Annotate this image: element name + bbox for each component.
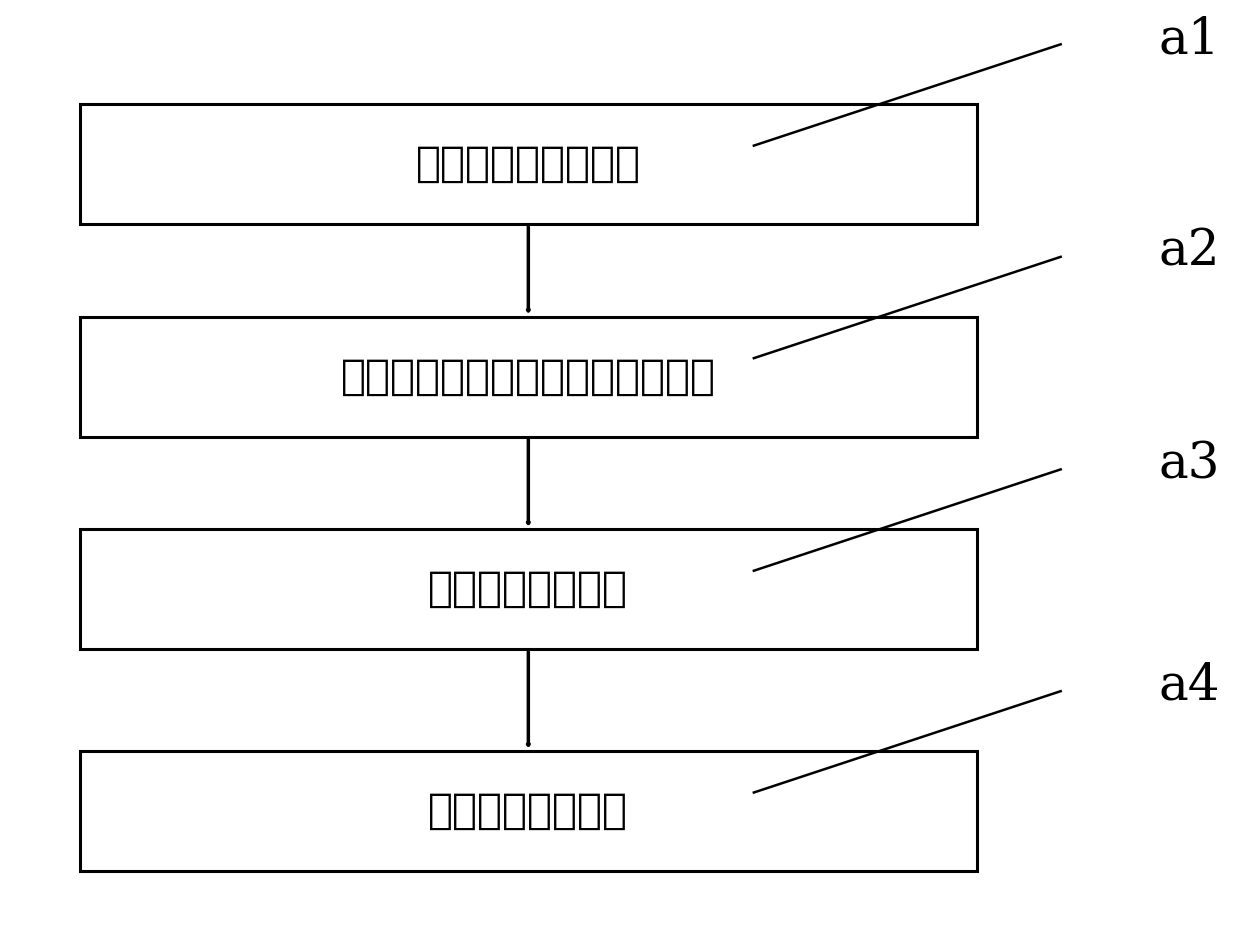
Bar [79, 104, 977, 224]
Text: 蛋白图谱分析过程: 蛋白图谱分析过程 [428, 790, 629, 832]
Text: 荧光信号分析过程: 荧光信号分析过程 [428, 568, 629, 610]
Text: a1: a1 [1159, 15, 1220, 64]
Text: 外泌体荧光标记过程: 外泌体荧光标记过程 [415, 143, 641, 185]
Text: a2: a2 [1159, 227, 1220, 277]
Text: a4: a4 [1159, 661, 1220, 711]
Text: 外泌体上标记的荧光信号放大过程: 外泌体上标记的荧光信号放大过程 [341, 356, 715, 398]
Bar [79, 529, 977, 649]
Bar [79, 316, 977, 437]
Text: a3: a3 [1159, 440, 1220, 489]
Bar [79, 750, 977, 871]
